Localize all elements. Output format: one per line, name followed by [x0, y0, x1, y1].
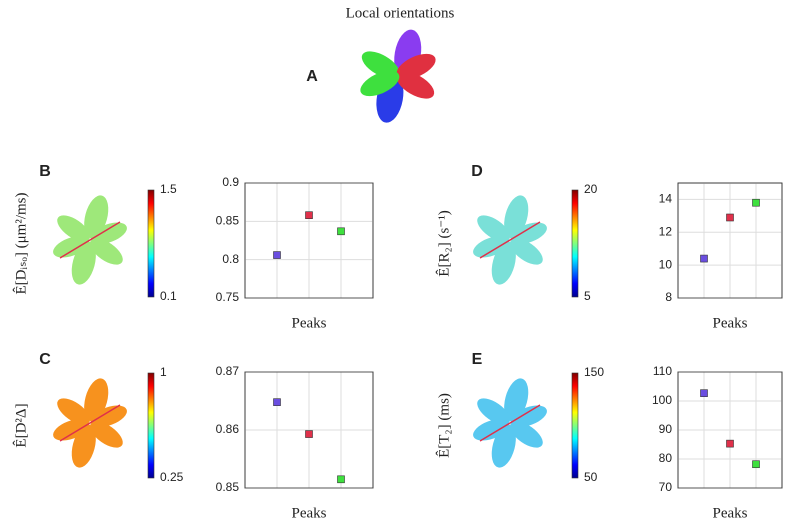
point — [752, 198, 760, 207]
colorbar-tick-label: 50 — [584, 470, 598, 484]
colorbar — [147, 372, 155, 479]
point — [305, 430, 313, 438]
x-axis-label: Peaks — [292, 315, 327, 331]
y-tick-label: 0.85 — [216, 214, 240, 228]
colorbar-tick-label: 5 — [584, 289, 591, 303]
y-tick-label: 10 — [659, 257, 673, 271]
x-axis-label: Peaks — [713, 505, 748, 519]
point — [700, 254, 708, 263]
panel-label: B — [39, 163, 51, 180]
y-axis-label: Ê[D²Δ] — [12, 403, 29, 447]
y-tick-label: 8 — [665, 290, 672, 304]
y-tick-label: 80 — [659, 451, 673, 465]
x-axis-label: Peaks — [713, 315, 748, 331]
point — [337, 475, 345, 484]
y-tick-label: 14 — [659, 192, 673, 206]
x-axis-label: Peaks — [292, 505, 327, 519]
plot-frame — [677, 182, 783, 299]
y-axis-label: Ê[T₂] (ms) — [435, 393, 452, 458]
colorbar — [571, 189, 579, 298]
panel-label: C — [39, 351, 51, 368]
y-tick-label: 100 — [652, 393, 672, 407]
point — [726, 439, 734, 448]
glyph — [470, 375, 550, 471]
glyph-axis — [479, 404, 541, 442]
point — [273, 251, 281, 259]
point — [337, 227, 345, 236]
plot-frame — [244, 371, 374, 489]
title: Local orientations — [346, 5, 455, 21]
colorbar-tick-label: 1.5 — [160, 182, 177, 196]
panel-label: A — [306, 68, 318, 85]
orientation-glyph — [360, 29, 436, 123]
glyph-axis — [59, 404, 121, 442]
y-tick-label: 110 — [653, 364, 672, 378]
y-tick-label: 0.87 — [216, 364, 240, 378]
colorbar-tick-label: 0.1 — [160, 289, 177, 303]
point — [305, 211, 313, 219]
colorbar — [147, 189, 155, 298]
y-tick-label: 0.9 — [222, 175, 239, 189]
colorbar-tick-label: 1 — [160, 365, 167, 379]
colorbar-tick-label: 20 — [584, 182, 598, 196]
y-axis-label: Ê[Dᵢₛₒ] (μm²/ms) — [12, 193, 29, 295]
point — [700, 389, 708, 397]
y-tick-label: 70 — [659, 480, 673, 494]
glyph — [470, 192, 550, 288]
plot-frame — [677, 371, 783, 489]
glyph — [50, 375, 130, 471]
point — [726, 213, 734, 222]
plot-frame — [244, 182, 374, 299]
y-tick-label: 0.75 — [216, 290, 240, 304]
y-tick-label: 0.86 — [216, 422, 240, 436]
y-axis-label: Ê[R₂] (s⁻¹) — [435, 210, 452, 276]
y-tick-label: 90 — [659, 422, 673, 436]
glyph-axis — [479, 221, 541, 259]
y-tick-label: 0.8 — [222, 252, 239, 266]
y-tick-label: 12 — [659, 224, 673, 238]
glyph-axis — [59, 221, 121, 259]
y-tick-label: 0.85 — [216, 480, 240, 494]
colorbar-tick-label: 0.25 — [160, 470, 184, 484]
panel-label: E — [472, 351, 483, 368]
point — [752, 460, 760, 469]
glyph — [50, 192, 130, 288]
colorbar-tick-label: 150 — [584, 365, 604, 379]
colorbar — [571, 372, 579, 479]
panel-label: D — [471, 163, 483, 180]
point — [273, 398, 281, 406]
